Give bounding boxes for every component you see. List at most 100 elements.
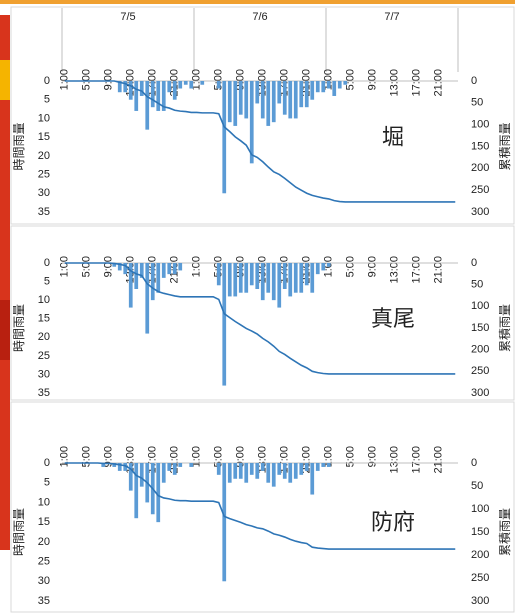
y-tick-label: 25: [38, 168, 50, 180]
x-tick-label: 21:00: [433, 256, 445, 284]
y-tick-label: 0: [44, 75, 50, 87]
side-image: [0, 15, 10, 550]
x-tick-label: 5:00: [81, 69, 93, 90]
y-tick-label: 20: [38, 331, 50, 343]
bar: [321, 263, 326, 271]
y-tick-label: 25: [38, 555, 50, 567]
bar: [117, 263, 122, 271]
y-tick-label: 30: [38, 368, 50, 380]
bar: [156, 81, 161, 111]
bar: [134, 463, 139, 519]
bar: [238, 463, 243, 479]
x-tick-label: 17:00: [411, 446, 423, 474]
side-image-patch: [0, 300, 10, 360]
bar: [293, 81, 298, 119]
y-tick-label: 30: [38, 187, 50, 199]
x-tick-label: 9:00: [367, 446, 379, 467]
x-tick-label: 5:00: [81, 446, 93, 467]
bar: [178, 81, 183, 89]
top-bar: [0, 0, 515, 4]
bar: [255, 81, 260, 104]
bar: [161, 263, 166, 278]
date-label: 7/5: [120, 11, 135, 23]
bar: [277, 463, 282, 475]
y-tick-label: 15: [38, 516, 50, 528]
y2-tick-label: 100: [471, 503, 489, 515]
bar: [222, 463, 227, 582]
x-tick-label: 17:00: [411, 69, 423, 97]
bar: [233, 263, 238, 297]
bar: [282, 81, 287, 115]
bar: [156, 463, 161, 523]
x-tick-label: 13:00: [389, 256, 401, 284]
bar: [260, 263, 265, 301]
bar: [249, 463, 254, 475]
bar: [117, 463, 122, 471]
bar: [161, 463, 166, 483]
x-tick-label: 1:00: [323, 69, 335, 90]
y2-tick-label: 250: [471, 572, 489, 584]
bar: [238, 263, 243, 293]
y-axis-title: 時間雨量: [12, 304, 26, 352]
bar: [260, 463, 265, 471]
x-tick-label: 9:00: [103, 446, 115, 467]
bar: [282, 463, 287, 479]
y-tick-label: 10: [38, 496, 50, 508]
y-tick-label: 10: [38, 112, 50, 124]
y2-tick-label: 100: [471, 300, 489, 312]
x-tick-label: 9:00: [103, 256, 115, 277]
bar: [271, 81, 276, 123]
bar: [233, 81, 238, 126]
bar: [288, 263, 293, 297]
bar: [326, 263, 331, 267]
x-tick-label: 1:00: [59, 256, 71, 277]
x-tick-label: 13:00: [389, 446, 401, 474]
x-tick-label: 1:00: [59, 446, 71, 467]
y-tick-label: 0: [44, 457, 50, 469]
panel-frame: [10, 225, 515, 401]
y-tick-label: 5: [44, 477, 50, 489]
bar: [123, 81, 128, 93]
cumulative-line: [64, 262, 456, 375]
bar: [123, 463, 128, 471]
x-tick-label: 5:00: [345, 69, 357, 90]
side-image-patch: [0, 60, 10, 100]
bar: [134, 263, 139, 289]
x-tick-label: 1:00: [191, 256, 203, 277]
x-tick-label: 5:00: [213, 69, 225, 90]
y-tick-label: 10: [38, 294, 50, 306]
bar: [244, 81, 249, 119]
x-tick-label: 21:00: [433, 69, 445, 97]
bar: [326, 81, 331, 89]
y2-tick-label: 250: [471, 184, 489, 196]
y-tick-label: 30: [38, 575, 50, 587]
bar: [299, 263, 304, 293]
cumulative-line: [64, 80, 456, 203]
bar: [315, 463, 320, 471]
bar: [255, 263, 260, 289]
bar: [183, 81, 188, 85]
bar: [161, 81, 166, 111]
bar: [310, 263, 315, 293]
bar: [315, 263, 320, 275]
bar: [299, 463, 304, 475]
x-tick-label: 5:00: [345, 256, 357, 277]
bar: [139, 463, 144, 487]
bar: [288, 463, 293, 483]
bar: [150, 81, 155, 108]
bar: [266, 263, 271, 293]
y2-tick-label: 50: [471, 279, 483, 291]
x-tick-label: 9:00: [235, 446, 247, 467]
bar: [249, 263, 254, 286]
bar: [321, 463, 326, 467]
bar: [332, 81, 337, 96]
bar: [178, 263, 183, 271]
x-tick-label: 5:00: [345, 446, 357, 467]
x-tick-label: 9:00: [235, 69, 247, 90]
bar: [337, 81, 342, 89]
y-axis-title: 時間雨量: [12, 122, 26, 170]
x-tick-label: 9:00: [367, 69, 379, 90]
y-tick-label: 0: [44, 257, 50, 269]
y2-axis-title: 累積雨量: [497, 304, 512, 352]
bar: [216, 81, 221, 89]
